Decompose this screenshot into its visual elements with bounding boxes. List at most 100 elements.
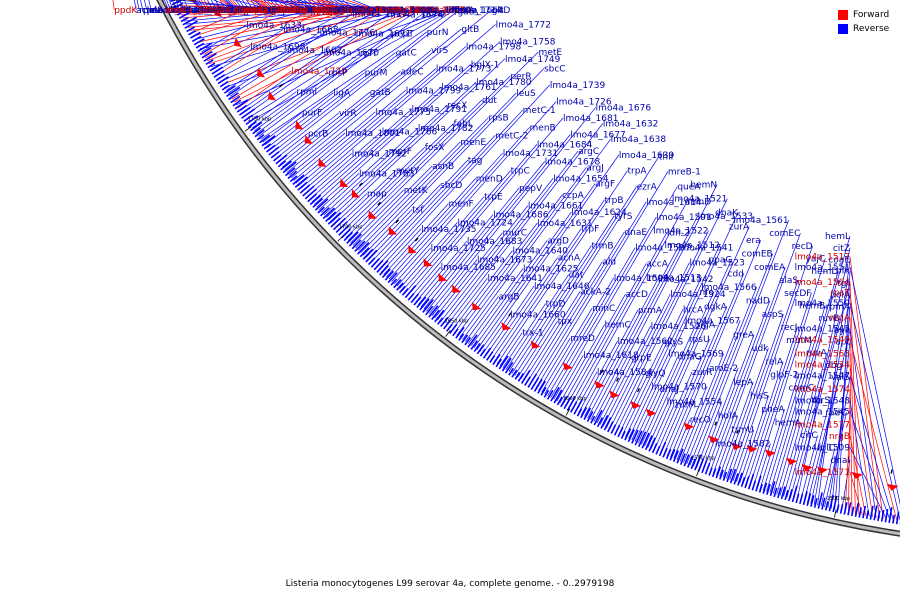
gene-label[interactable]: lmo4a_1643 (316, 8, 371, 18)
gene-label[interactable]: lmo4a_1614 (646, 198, 702, 208)
gene-label[interactable]: rpsB (488, 114, 508, 124)
gene-label[interactable]: lmo4a_1661 (528, 202, 583, 212)
gene-label[interactable]: lmo4a_1569 (668, 350, 724, 360)
gene-label[interactable]: thrS (811, 396, 830, 406)
gene-label[interactable]: virS (431, 46, 449, 56)
gene-label[interactable]: nrgB (829, 432, 850, 442)
gene-label[interactable]: lmo4a_1802 (204, 6, 259, 16)
gene-label[interactable]: gltC (241, 6, 259, 16)
gene-label[interactable]: lmo4a_1899 (225, 6, 281, 16)
gene-label[interactable]: trpB (604, 196, 623, 206)
gene-label[interactable]: accA (646, 259, 668, 269)
gene-label[interactable]: argF (595, 180, 615, 190)
gene-label[interactable]: menB (530, 123, 556, 133)
gene-label[interactable]: lmo4a_1664 (449, 6, 505, 16)
gene-label[interactable]: hemD (811, 267, 838, 277)
gene-label[interactable]: lmo4a_1561 (733, 216, 788, 226)
gene-label[interactable]: leuS (516, 89, 536, 99)
gene-label[interactable]: gsaB (271, 6, 293, 16)
gene-label[interactable]: lmo4a_1791 (412, 105, 467, 115)
gene-label[interactable]: menF (448, 200, 473, 210)
gene-label[interactable]: purK (313, 6, 335, 16)
gene-label[interactable]: lmo4a_1782 (418, 124, 473, 134)
gene-label[interactable]: recO (690, 416, 711, 426)
gene-label[interactable]: lmo4a_1570 (651, 383, 707, 393)
gene-label[interactable]: lmo4a_1712 (382, 6, 437, 16)
gene-label[interactable]: sdhB (331, 6, 353, 16)
gene-label[interactable]: lmo4a_1832 (213, 6, 268, 16)
gene-label[interactable]: lmo4a_1792 (352, 149, 407, 159)
gene-label[interactable]: metK (404, 186, 429, 196)
gene-label[interactable]: lmo4a_1509 (795, 443, 851, 453)
gene-label[interactable]: lmo4a_1818 (243, 6, 299, 16)
gene-label[interactable]: lmo4a_1711 (412, 6, 467, 16)
gene-label[interactable]: lepA (733, 378, 754, 388)
gene-label[interactable]: lmo4a_1524 (670, 290, 726, 300)
gene-label[interactable]: lmo4a_1526 (651, 322, 707, 332)
gene-label[interactable]: lmo4a_1708 (343, 6, 399, 16)
gene-label[interactable]: lmo4a_1541 (678, 244, 733, 254)
gene-label[interactable]: ruvA (806, 349, 828, 359)
gene-label[interactable]: lmo4a_1803 (349, 6, 404, 16)
gene-label[interactable]: lmo4a_1872 (253, 6, 308, 16)
gene-label[interactable]: rpsP (328, 68, 348, 78)
gene-label[interactable]: rpsT (830, 289, 850, 299)
gene-label[interactable]: lmo4a_1762 (378, 6, 433, 16)
gene-label[interactable]: adeC (400, 67, 423, 77)
gene-label[interactable]: lmo4a_1697 (280, 6, 335, 16)
gene-label[interactable]: gltB (461, 25, 479, 35)
gene-label[interactable]: coaE (828, 255, 850, 265)
gene-label[interactable]: lmo4a_1670 (324, 48, 380, 58)
gene-label[interactable]: lmo4a_1671 (356, 30, 411, 40)
gene-label[interactable]: lmo4a_1772 (496, 21, 551, 31)
gene-label[interactable]: lmo4a_1548 (795, 396, 851, 406)
gene-label[interactable]: lmo4a_1763 (379, 6, 434, 16)
gene-label[interactable]: lmo4a_1646 (534, 282, 590, 292)
gene-label[interactable]: rpmA (826, 302, 851, 312)
gene-label[interactable]: fmt (258, 6, 274, 16)
gene-label[interactable]: pfk (836, 267, 851, 277)
gene-label[interactable]: lmo4a_1591 (656, 213, 711, 223)
gene-label[interactable]: lmo4a_1673 (477, 256, 532, 266)
gene-label[interactable]: lmo4a_1816 (239, 6, 295, 16)
gene-label[interactable]: lmo4a_1562 (617, 337, 672, 347)
gene-label[interactable]: trpC (511, 167, 530, 177)
gene-label[interactable]: exoA (207, 6, 230, 16)
gene-label[interactable]: lmo4a_1887 (299, 6, 354, 16)
gene-label[interactable]: lmo4a_1551 (795, 263, 850, 273)
gene-label[interactable]: ligA (333, 89, 351, 99)
gene-label[interactable]: lmo4a_1761 (441, 83, 496, 93)
gene-label[interactable]: lmo4a_1618 (583, 351, 639, 361)
gene-label[interactable]: lmo4a_1550 (795, 299, 851, 309)
gene-label[interactable]: lmo4a_1641 (487, 274, 542, 284)
gene-label[interactable]: purL (168, 6, 188, 16)
gene-label[interactable]: acnA (558, 253, 581, 263)
gene-label[interactable]: lmo4a_1902 (188, 6, 243, 16)
gene-label[interactable]: comEA (754, 263, 786, 273)
gene-label[interactable]: comC (788, 384, 814, 394)
gene-label[interactable]: lmo4a_1703 (341, 6, 396, 16)
gene-label[interactable]: lmo4a_1753 (236, 6, 291, 16)
gene-label[interactable]: radC (825, 408, 846, 418)
gene-label[interactable]: perR (510, 72, 531, 82)
gene-label[interactable]: lmo4a_1549 (795, 335, 851, 345)
gene-label[interactable]: valS (831, 373, 850, 383)
gene-label[interactable]: lmo4a_1695 (376, 6, 431, 16)
gene-label[interactable]: lmo4a_1765 (309, 6, 364, 16)
gene-label[interactable]: lmo4a_1700 (340, 6, 396, 16)
gene-label[interactable]: purB (323, 6, 344, 16)
gene-label[interactable]: ffh (451, 6, 463, 16)
gene-label[interactable]: rpsU (689, 335, 710, 345)
gene-label[interactable]: lmo4a_1674 (388, 11, 444, 21)
gene-label[interactable]: ppdK (114, 6, 138, 16)
gene-label[interactable]: cdd (728, 269, 744, 279)
gene-label[interactable]: hisS (750, 392, 769, 402)
gene-label[interactable]: hemA (775, 418, 802, 428)
gene-label[interactable]: ftsY (173, 6, 190, 16)
gene-label[interactable]: infC (352, 6, 370, 16)
gene-label[interactable]: lmo4a_1639 (619, 151, 675, 161)
gene-label[interactable]: fosX (425, 143, 445, 153)
gene-label[interactable]: purH (271, 6, 293, 16)
gene-label[interactable]: queA (677, 183, 701, 193)
gene-label[interactable]: lmo4a_1567 (685, 316, 740, 326)
